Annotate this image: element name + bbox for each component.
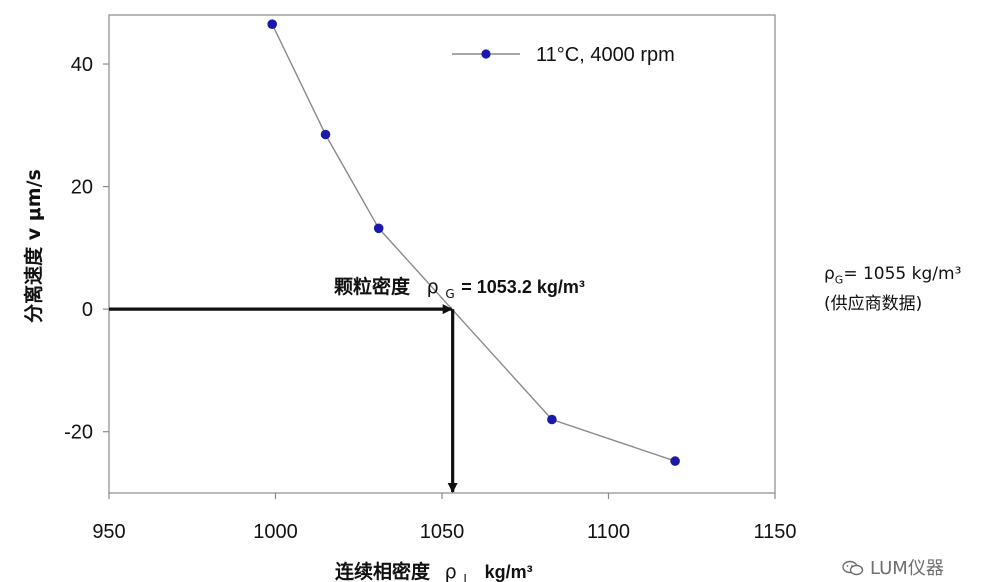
density-annotation: 颗粒密度 ρ G = 1053.2 kg/m³: [109, 275, 585, 493]
supplier-density-value: ρG= 1055 kg/m³: [824, 262, 1004, 292]
x-axis-title-unit: kg/m³: [485, 562, 533, 582]
x-axis-title: 连续相密度 ρ L kg/m³: [335, 560, 533, 582]
supplier-density-note: ρG= 1055 kg/m³ (供应商数据): [824, 262, 1004, 316]
data-point-1: [267, 19, 278, 30]
supplier-density-rho: ρ: [824, 264, 835, 284]
x-axis-ticks: [108, 493, 776, 499]
data-point-5: [670, 456, 680, 466]
annotation-label: 颗粒密度: [334, 275, 411, 298]
x-axis-title-rho: ρ: [445, 561, 457, 582]
watermark: LUM仪器: [842, 554, 944, 580]
supplier-source: (供应商数据): [824, 294, 923, 315]
y-tick-label: 40: [71, 54, 93, 76]
series-points: [267, 19, 680, 466]
data-point-4: [547, 414, 557, 425]
y-axis-ticks: [103, 63, 109, 433]
watermark-text: LUM仪器: [870, 558, 944, 579]
legend-label: 11°C, 4000 rpm: [536, 44, 675, 66]
series-line: [271, 23, 676, 462]
x-tick-label: 1050: [420, 521, 465, 543]
x-tick-label: 950: [92, 521, 125, 543]
y-tick-label: 20: [71, 177, 93, 199]
x-axis-tick-labels: 950 1000 1050 1100 1150: [92, 521, 796, 543]
y-tick-label: -20: [64, 422, 93, 444]
y-axis-tick-labels: 40 20 0 -20: [64, 54, 93, 444]
x-tick-label: 1150: [753, 521, 796, 543]
x-tick-label: 1100: [587, 521, 630, 543]
y-tick-label: 0: [82, 299, 93, 321]
annotation-value: = 1053.2 kg/m³: [461, 277, 585, 297]
legend: 11°C, 4000 rpm: [452, 44, 675, 66]
annotation-text: 颗粒密度 ρ G = 1053.2 kg/m³: [334, 275, 585, 303]
plot-area: [108, 14, 776, 494]
wechat-icon: [842, 560, 864, 576]
supplier-density-subscript: G: [834, 273, 844, 287]
annotation-rho: ρ: [427, 276, 439, 298]
x-tick-label: 1000: [253, 521, 298, 543]
data-point-3: [373, 223, 384, 234]
x-axis-title-main: 连续相密度: [335, 560, 431, 582]
supplier-density-text: = 1055 kg/m³: [843, 264, 962, 284]
data-point-2: [320, 129, 331, 140]
legend-marker: [481, 49, 491, 59]
annotation-subscript: G: [445, 287, 454, 301]
y-axis-title: 分离速度 v μm/s: [22, 169, 45, 323]
x-axis-title-subscript: L: [463, 572, 470, 582]
